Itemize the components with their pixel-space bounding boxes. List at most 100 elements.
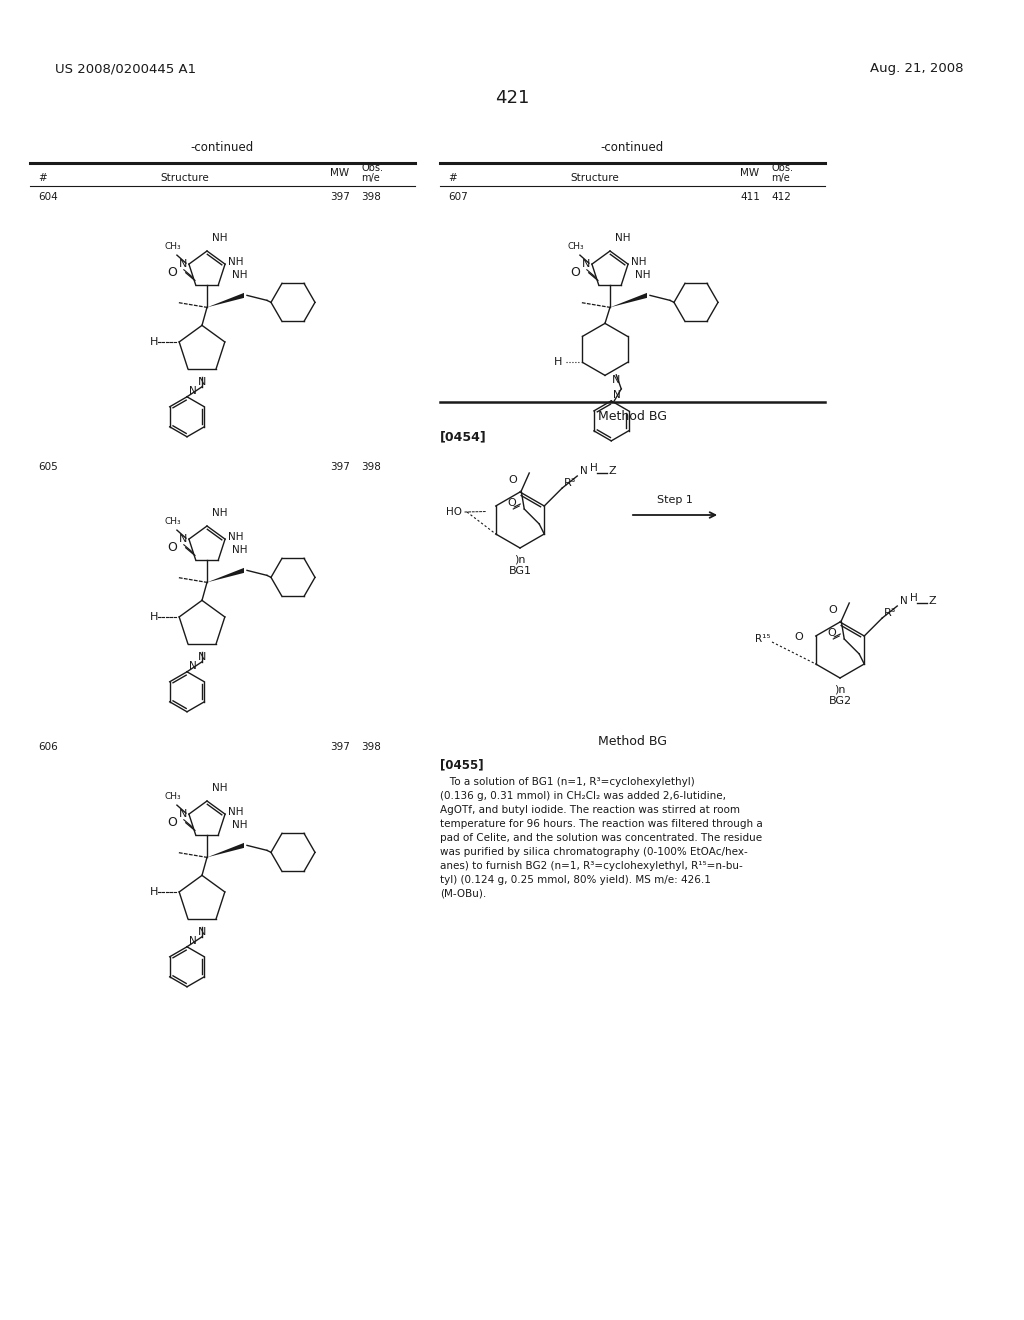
Text: To a solution of BG1 (n=1, R³=cyclohexylethyl): To a solution of BG1 (n=1, R³=cyclohexyl…: [440, 777, 694, 787]
Text: )n: )n: [514, 554, 525, 564]
Text: O: O: [827, 628, 837, 638]
Text: tyl) (0.124 g, 0.25 mmol, 80% yield). MS m/e: 426.1: tyl) (0.124 g, 0.25 mmol, 80% yield). MS…: [440, 875, 711, 884]
Text: temperature for 96 hours. The reaction was filtered through a: temperature for 96 hours. The reaction w…: [440, 818, 763, 829]
Text: CH₃: CH₃: [567, 242, 585, 251]
Text: MW: MW: [330, 168, 349, 178]
Text: H: H: [150, 612, 158, 622]
Text: 607: 607: [449, 191, 468, 202]
Text: )n: )n: [835, 684, 846, 694]
Text: Obs.: Obs.: [361, 162, 383, 173]
Text: NH: NH: [635, 269, 650, 280]
Text: HO: HO: [446, 507, 462, 517]
Text: N: N: [178, 259, 187, 269]
Text: H: H: [150, 887, 158, 898]
Text: H: H: [590, 463, 598, 473]
Text: NH: NH: [615, 234, 631, 243]
Text: R³: R³: [885, 609, 897, 618]
Text: NH: NH: [228, 532, 244, 543]
Polygon shape: [207, 568, 244, 582]
Text: 605: 605: [38, 462, 57, 473]
Text: N: N: [198, 652, 206, 661]
Polygon shape: [610, 293, 647, 308]
Text: (0.136 g, 0.31 mmol) in CH₂Cl₂ was added 2,6-lutidine,: (0.136 g, 0.31 mmol) in CH₂Cl₂ was added…: [440, 791, 726, 801]
Text: Method BG: Method BG: [597, 411, 667, 422]
Text: N: N: [612, 375, 621, 385]
Text: -continued: -continued: [600, 141, 664, 154]
Text: Z: Z: [928, 597, 936, 606]
Text: NH: NH: [212, 783, 227, 793]
Text: [0454]: [0454]: [440, 430, 486, 444]
Text: CH₃: CH₃: [165, 517, 181, 527]
Text: CH₃: CH₃: [165, 242, 181, 251]
Text: anes) to furnish BG2 (n=1, R³=cyclohexylethyl, R¹⁵=n-bu-: anes) to furnish BG2 (n=1, R³=cyclohexyl…: [440, 861, 742, 871]
Text: N: N: [189, 661, 197, 671]
Text: MW: MW: [740, 168, 759, 178]
Text: Structure: Structure: [570, 173, 620, 183]
Text: 412: 412: [771, 191, 791, 202]
Text: pad of Celite, and the solution was concentrated. The residue: pad of Celite, and the solution was conc…: [440, 833, 762, 843]
Text: N: N: [198, 376, 206, 387]
Text: Obs.: Obs.: [771, 162, 793, 173]
Text: 421: 421: [495, 88, 529, 107]
Text: O: O: [570, 267, 580, 280]
Text: O: O: [794, 632, 803, 642]
Text: R³: R³: [564, 478, 577, 488]
Text: O: O: [167, 816, 177, 829]
Text: NH: NH: [231, 820, 247, 830]
Text: 398: 398: [361, 191, 381, 202]
Text: NH: NH: [212, 234, 227, 243]
Text: 604: 604: [38, 191, 57, 202]
Text: N: N: [613, 389, 621, 400]
Text: N: N: [189, 936, 197, 946]
Text: Step 1: Step 1: [657, 495, 693, 506]
Text: N: N: [582, 259, 590, 269]
Text: Z: Z: [608, 466, 615, 477]
Text: 397: 397: [330, 742, 350, 752]
Text: 411: 411: [740, 191, 760, 202]
Text: O: O: [508, 498, 517, 508]
Polygon shape: [207, 843, 244, 858]
Text: 397: 397: [330, 462, 350, 473]
Text: N: N: [189, 385, 197, 396]
Text: O: O: [167, 541, 177, 554]
Text: CH₃: CH₃: [165, 792, 181, 801]
Text: #: #: [38, 173, 47, 183]
Text: m/e: m/e: [771, 173, 790, 183]
Text: N: N: [178, 809, 187, 820]
Text: US 2008/0200445 A1: US 2008/0200445 A1: [55, 62, 197, 75]
Text: N: N: [178, 535, 187, 544]
Text: O: O: [828, 605, 838, 615]
Text: O: O: [167, 267, 177, 280]
Text: N: N: [900, 597, 908, 606]
Text: was purified by silica chromatography (0-100% EtOAc/hex-: was purified by silica chromatography (0…: [440, 847, 748, 857]
Text: NH: NH: [231, 545, 247, 554]
Text: O: O: [509, 475, 517, 484]
Text: 397: 397: [330, 191, 350, 202]
Text: NH: NH: [631, 257, 646, 267]
Text: 398: 398: [361, 462, 381, 473]
Text: H: H: [554, 358, 562, 367]
Text: (M-OBu).: (M-OBu).: [440, 888, 486, 899]
Text: R¹⁵: R¹⁵: [755, 634, 770, 644]
Text: BG1: BG1: [509, 566, 531, 576]
Text: Method BG: Method BG: [597, 735, 667, 748]
Text: H: H: [910, 593, 918, 603]
Text: 398: 398: [361, 742, 381, 752]
Text: #: #: [449, 173, 457, 183]
Text: NH: NH: [231, 269, 247, 280]
Text: NH: NH: [228, 807, 244, 817]
Polygon shape: [207, 293, 244, 308]
Text: N: N: [581, 466, 588, 477]
Text: NH: NH: [228, 257, 244, 267]
Text: AgOTf, and butyl iodide. The reaction was stirred at room: AgOTf, and butyl iodide. The reaction wa…: [440, 805, 740, 814]
Text: Aug. 21, 2008: Aug. 21, 2008: [870, 62, 964, 75]
Text: Structure: Structure: [161, 173, 209, 183]
Text: BG2: BG2: [828, 696, 852, 706]
Text: H: H: [150, 337, 158, 347]
Text: m/e: m/e: [361, 173, 380, 183]
Text: [0455]: [0455]: [440, 758, 483, 771]
Text: 606: 606: [38, 742, 57, 752]
Text: NH: NH: [212, 508, 227, 517]
Text: -continued: -continued: [190, 141, 254, 154]
Text: N: N: [198, 927, 206, 937]
